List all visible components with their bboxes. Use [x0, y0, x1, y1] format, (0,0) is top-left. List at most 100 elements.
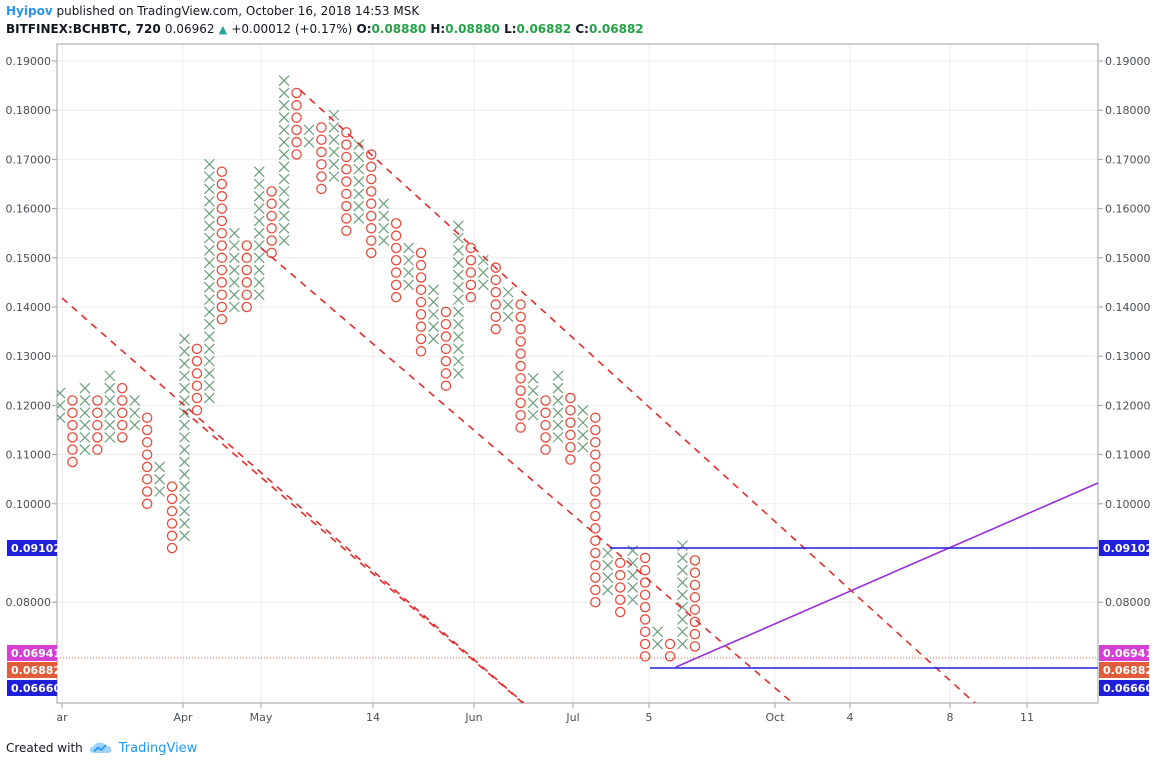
- o-mark: [216, 203, 228, 214]
- o-mark: [365, 198, 377, 209]
- x-mark: [278, 75, 290, 87]
- x-mark: [278, 161, 290, 173]
- x-mark: [452, 281, 464, 293]
- o-mark: [590, 437, 601, 448]
- o-mark: [590, 523, 601, 534]
- x-mark: [652, 638, 664, 650]
- x-mark: [552, 382, 564, 394]
- o-mark: [515, 385, 526, 396]
- y-tick-label: 0.19000: [1105, 55, 1151, 68]
- x-mark: [253, 289, 265, 301]
- x-tick-label: 14: [366, 711, 380, 724]
- o-mark: [166, 518, 178, 529]
- tradingview-cloud-icon: [89, 742, 112, 753]
- x-mark: [179, 468, 190, 480]
- o-mark: [540, 395, 551, 406]
- x-mark: [353, 200, 365, 212]
- x-mark: [278, 124, 290, 136]
- price-tag-left-label: 0.09102: [11, 542, 61, 555]
- dashed-trend-line: [182, 409, 525, 703]
- o-mark: [590, 473, 601, 485]
- o-mark: [291, 87, 302, 99]
- price-tag-right-label: 0.06660: [1103, 682, 1153, 695]
- o-mark: [415, 309, 427, 320]
- x-mark: [179, 333, 190, 345]
- o-mark: [291, 112, 302, 123]
- o-mark: [216, 289, 228, 300]
- footer: Created with TradingView: [6, 738, 197, 758]
- o-mark: [415, 284, 427, 296]
- o-mark: [316, 146, 327, 158]
- o-mark: [117, 407, 128, 419]
- y-tick-label: 0.12000: [6, 399, 52, 412]
- o-mark: [166, 505, 178, 517]
- x-mark: [552, 395, 564, 406]
- x-tick-label: May: [250, 711, 273, 724]
- x-mark: [428, 321, 439, 333]
- o-mark: [67, 419, 78, 431]
- author-name[interactable]: Hyipov: [6, 4, 53, 18]
- y-tick-label: 0.15000: [6, 252, 52, 265]
- dashed-trend-line: [61, 297, 525, 703]
- o-mark: [241, 264, 252, 276]
- x-mark: [353, 188, 365, 200]
- x-mark: [203, 331, 215, 342]
- y-tick-label: 0.10000: [6, 498, 52, 511]
- o-mark: [689, 616, 701, 628]
- x-mark: [203, 318, 215, 330]
- x-mark: [179, 518, 190, 529]
- y-tick-label: 0.14000: [6, 301, 52, 314]
- x-mark: [228, 301, 240, 313]
- o-mark: [216, 314, 228, 325]
- tradingview-brand[interactable]: TradingView: [118, 740, 198, 756]
- o-mark: [490, 286, 501, 298]
- x-mark: [129, 419, 141, 431]
- y-tick-label: 0.13000: [1105, 350, 1151, 363]
- o-mark: [490, 299, 501, 310]
- o-mark: [590, 412, 601, 423]
- y-tick-label: 0.13000: [6, 350, 52, 363]
- x-tick-label: 5: [646, 711, 653, 724]
- o-mark: [440, 343, 452, 355]
- x-tick-label: Oct: [765, 711, 785, 724]
- o-mark: [689, 592, 701, 603]
- x-mark: [452, 306, 464, 318]
- x-mark: [203, 183, 215, 195]
- x-mark: [552, 431, 564, 443]
- x-mark: [403, 279, 415, 291]
- o-mark: [216, 227, 228, 239]
- x-tick-label: Apr: [173, 711, 193, 724]
- x-mark: [303, 124, 315, 136]
- o-mark: [216, 240, 228, 251]
- x-mark: [278, 198, 290, 210]
- o-mark: [166, 481, 178, 492]
- x-mark: [179, 407, 190, 419]
- x-mark: [602, 584, 614, 596]
- x-mark: [79, 444, 91, 456]
- o-mark: [664, 651, 676, 662]
- x-mark: [129, 407, 141, 419]
- x-mark: [278, 136, 290, 148]
- o-mark: [565, 429, 576, 441]
- x-mark: [179, 530, 190, 542]
- x-mark: [154, 486, 166, 497]
- y-tick-label: 0.16000: [1105, 203, 1151, 216]
- o-mark: [515, 373, 526, 384]
- x-mark: [452, 232, 464, 244]
- x-mark: [154, 461, 166, 473]
- chart-header: Hyipov published on TradingView.com, Oct…: [0, 0, 1156, 42]
- o-mark: [365, 210, 377, 222]
- x-mark: [353, 151, 365, 163]
- o-mark: [590, 461, 601, 473]
- low-value: 0.06882: [516, 22, 572, 36]
- o-mark: [117, 419, 128, 431]
- o-mark: [291, 124, 302, 136]
- x-mark: [602, 572, 614, 584]
- symbol-line: BITFINEX:BCHBTC, 720 0.06962 ▲ +0.00012 …: [6, 21, 644, 38]
- pnf-chart[interactable]: 0.19000 0.18000 0.17000 0.16000 0.15000 0.140…: [0, 0, 1156, 735]
- o-mark: [216, 252, 228, 264]
- o-mark: [415, 346, 427, 357]
- o-mark: [92, 444, 103, 455]
- x-mark: [328, 171, 340, 183]
- x-mark: [278, 173, 290, 185]
